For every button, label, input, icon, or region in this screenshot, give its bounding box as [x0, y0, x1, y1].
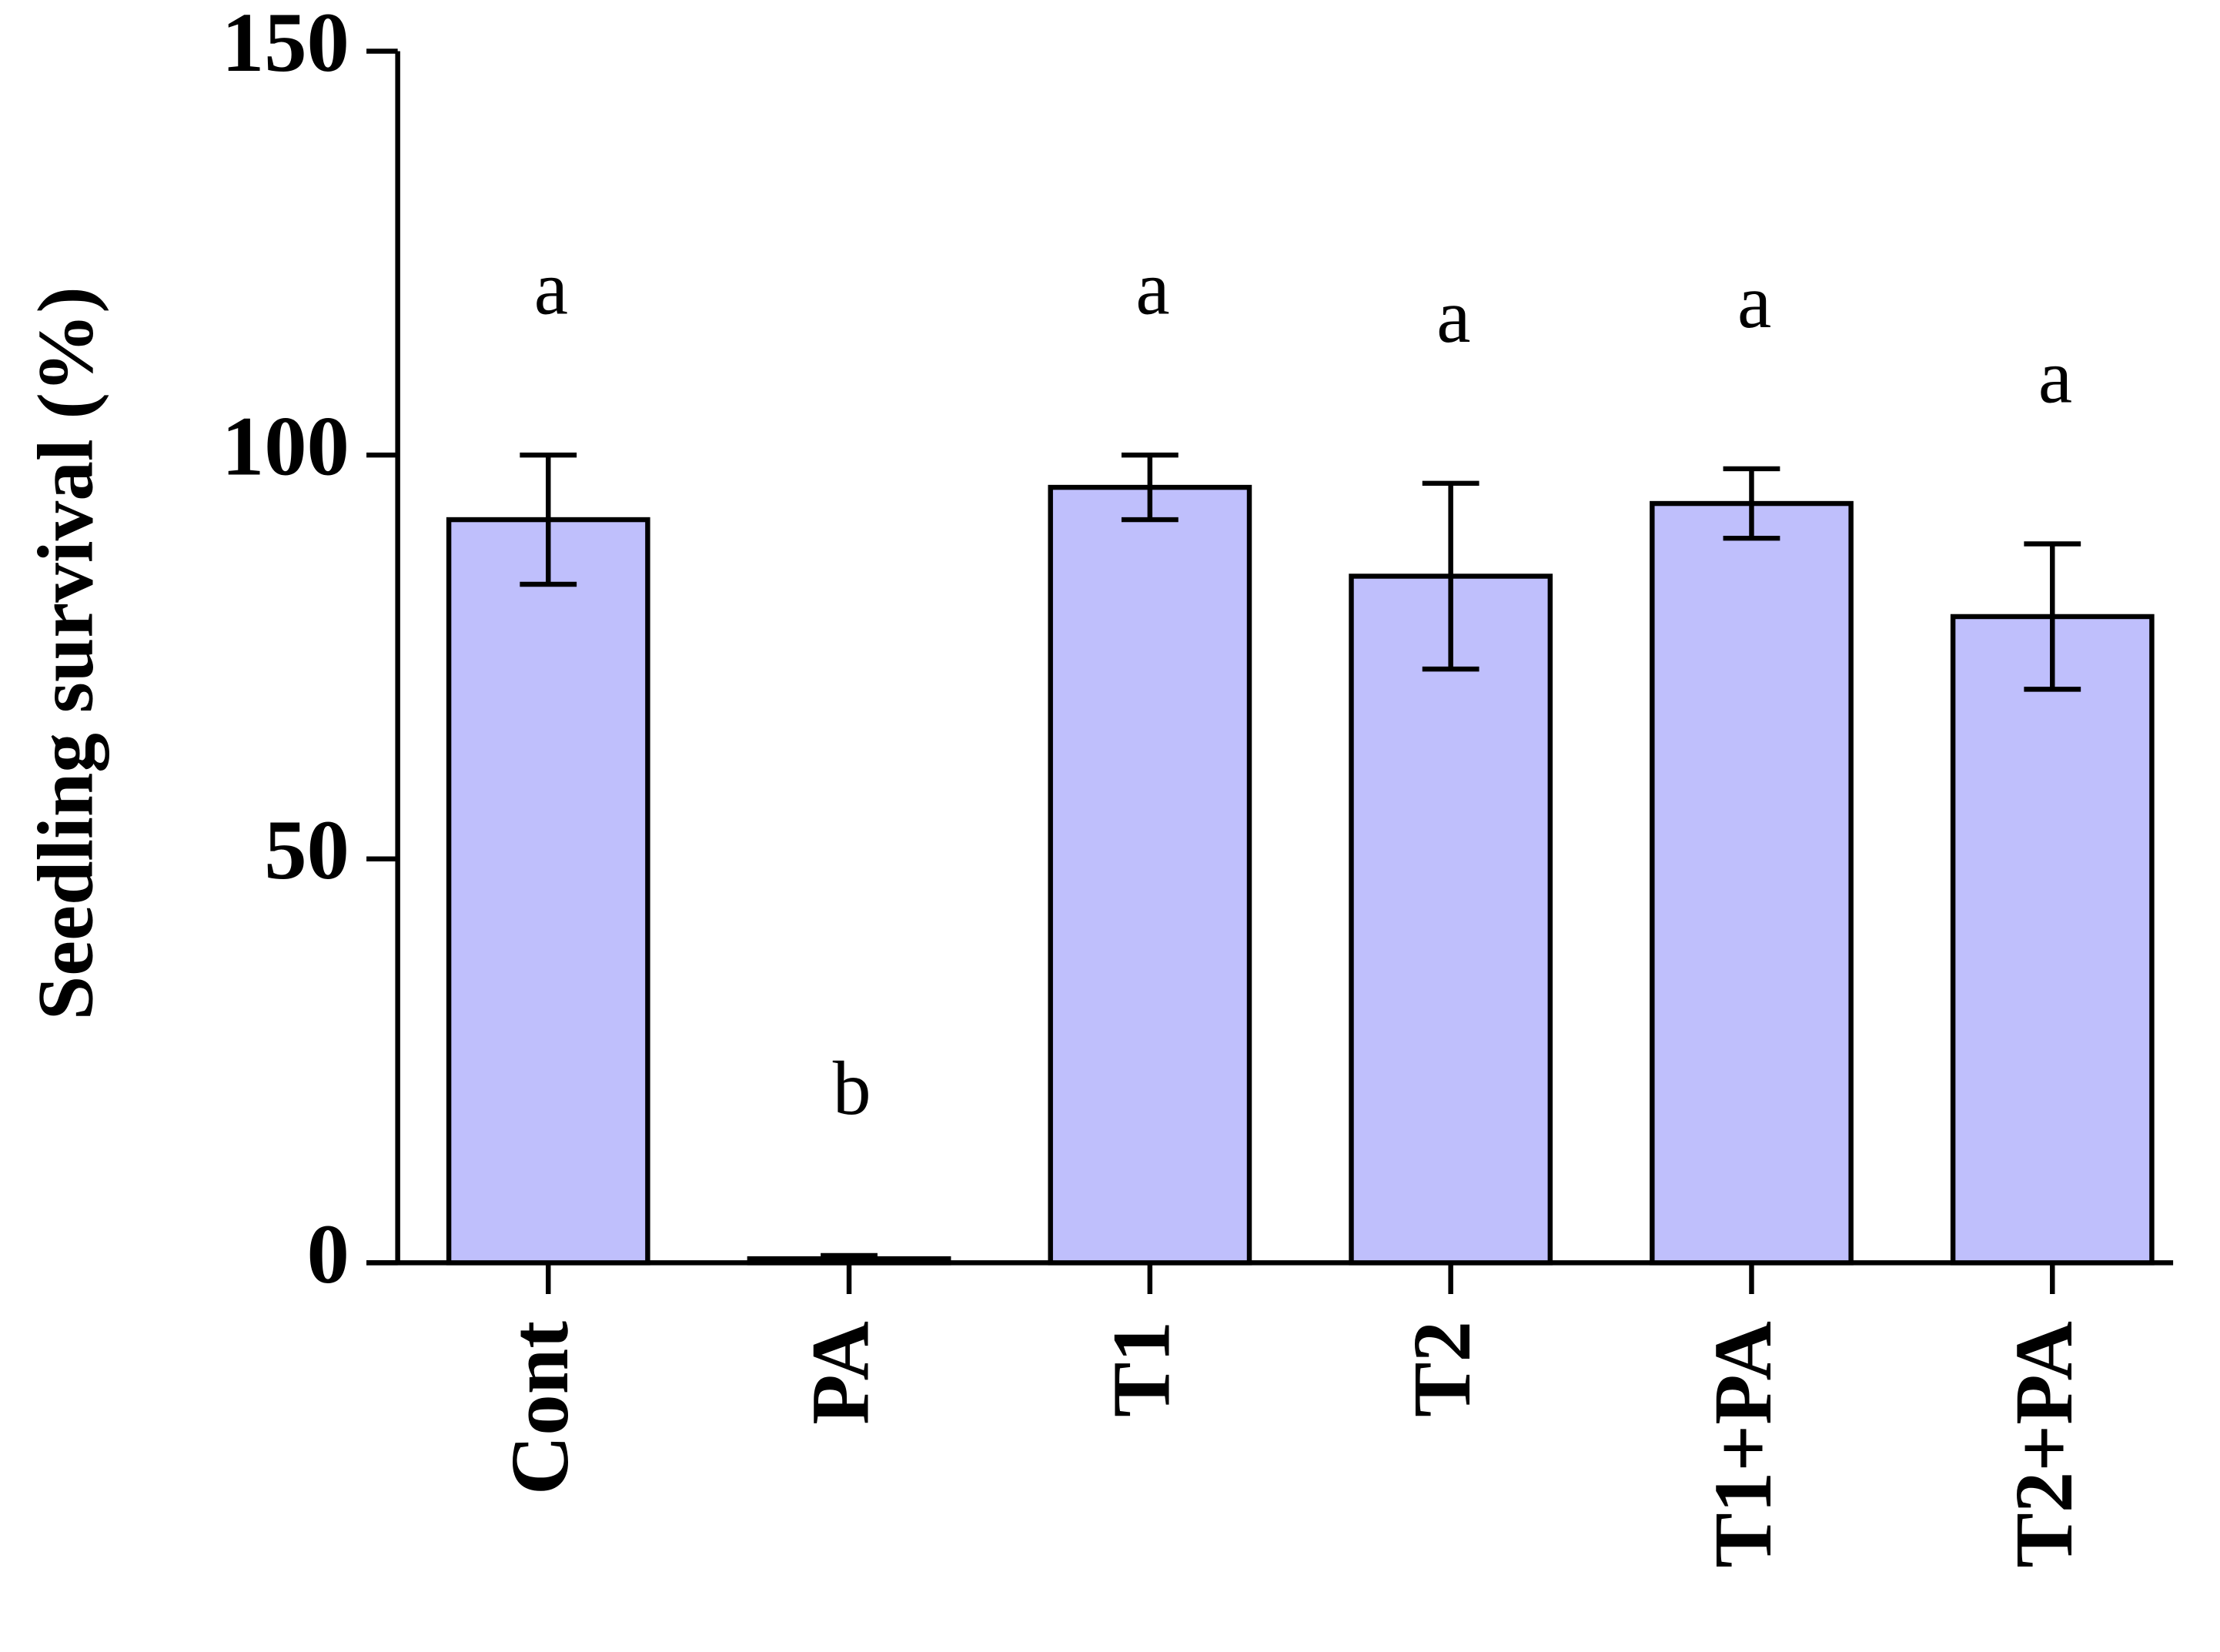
- x-tick-label: PA: [796, 1321, 887, 1425]
- error-bar: [2024, 541, 2081, 692]
- significance-letter: a: [1135, 245, 1169, 330]
- x-tick-label: T2+PA: [1999, 1321, 2090, 1568]
- y-axis-title: Seedling survival (%): [22, 286, 110, 1020]
- significance-letter: a: [2038, 334, 2072, 420]
- x-tick-label: T1+PA: [1698, 1321, 1789, 1568]
- significance-letter: b: [833, 1045, 871, 1131]
- significance-letter: a: [1737, 259, 1771, 344]
- y-tick-label: 150: [222, 0, 349, 89]
- bar: [446, 517, 650, 1266]
- significance-letter: a: [534, 245, 568, 330]
- y-tick-label: 50: [264, 802, 349, 897]
- error-bar: [821, 1252, 878, 1265]
- error-bar: [1723, 466, 1780, 541]
- bar: [1048, 484, 1252, 1266]
- error-bar: [1121, 452, 1179, 523]
- bar: [1349, 574, 1553, 1266]
- error-bar: [1422, 480, 1479, 672]
- bar: [1650, 500, 1854, 1266]
- y-tick-label: 100: [222, 399, 349, 493]
- bar: [1950, 614, 2155, 1266]
- x-tick-label: Cont: [495, 1321, 586, 1495]
- error-bar: [520, 452, 577, 587]
- significance-letter: a: [1436, 273, 1470, 359]
- x-tick-label: T1: [1096, 1321, 1187, 1417]
- x-tick-label: T2: [1397, 1321, 1488, 1417]
- y-tick-label: 0: [307, 1206, 349, 1301]
